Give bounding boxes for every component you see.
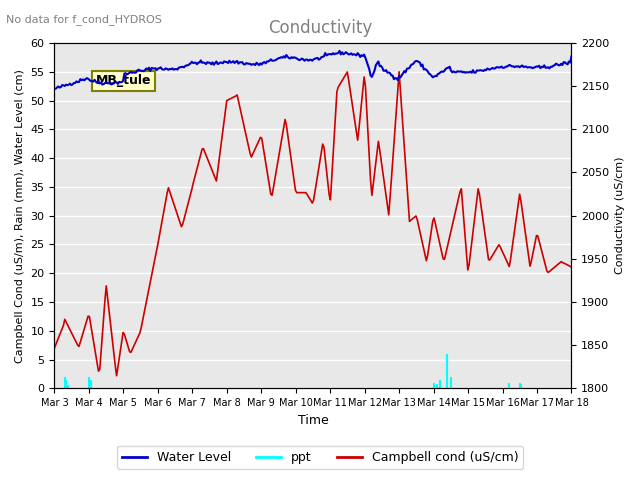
Y-axis label: Campbell Cond (uS/m), Rain (mm), Water Level (cm): Campbell Cond (uS/m), Rain (mm), Water L… [15,69,25,362]
Text: No data for f_cond_HYDROS: No data for f_cond_HYDROS [6,14,163,25]
Y-axis label: Conductivity (uS/cm): Conductivity (uS/cm) [615,157,625,275]
X-axis label: Time: Time [298,414,328,427]
Text: Conductivity: Conductivity [268,19,372,37]
Text: MB_tule: MB_tule [96,74,151,87]
Legend: Water Level, ppt, Campbell cond (uS/cm): Water Level, ppt, Campbell cond (uS/cm) [116,446,524,469]
